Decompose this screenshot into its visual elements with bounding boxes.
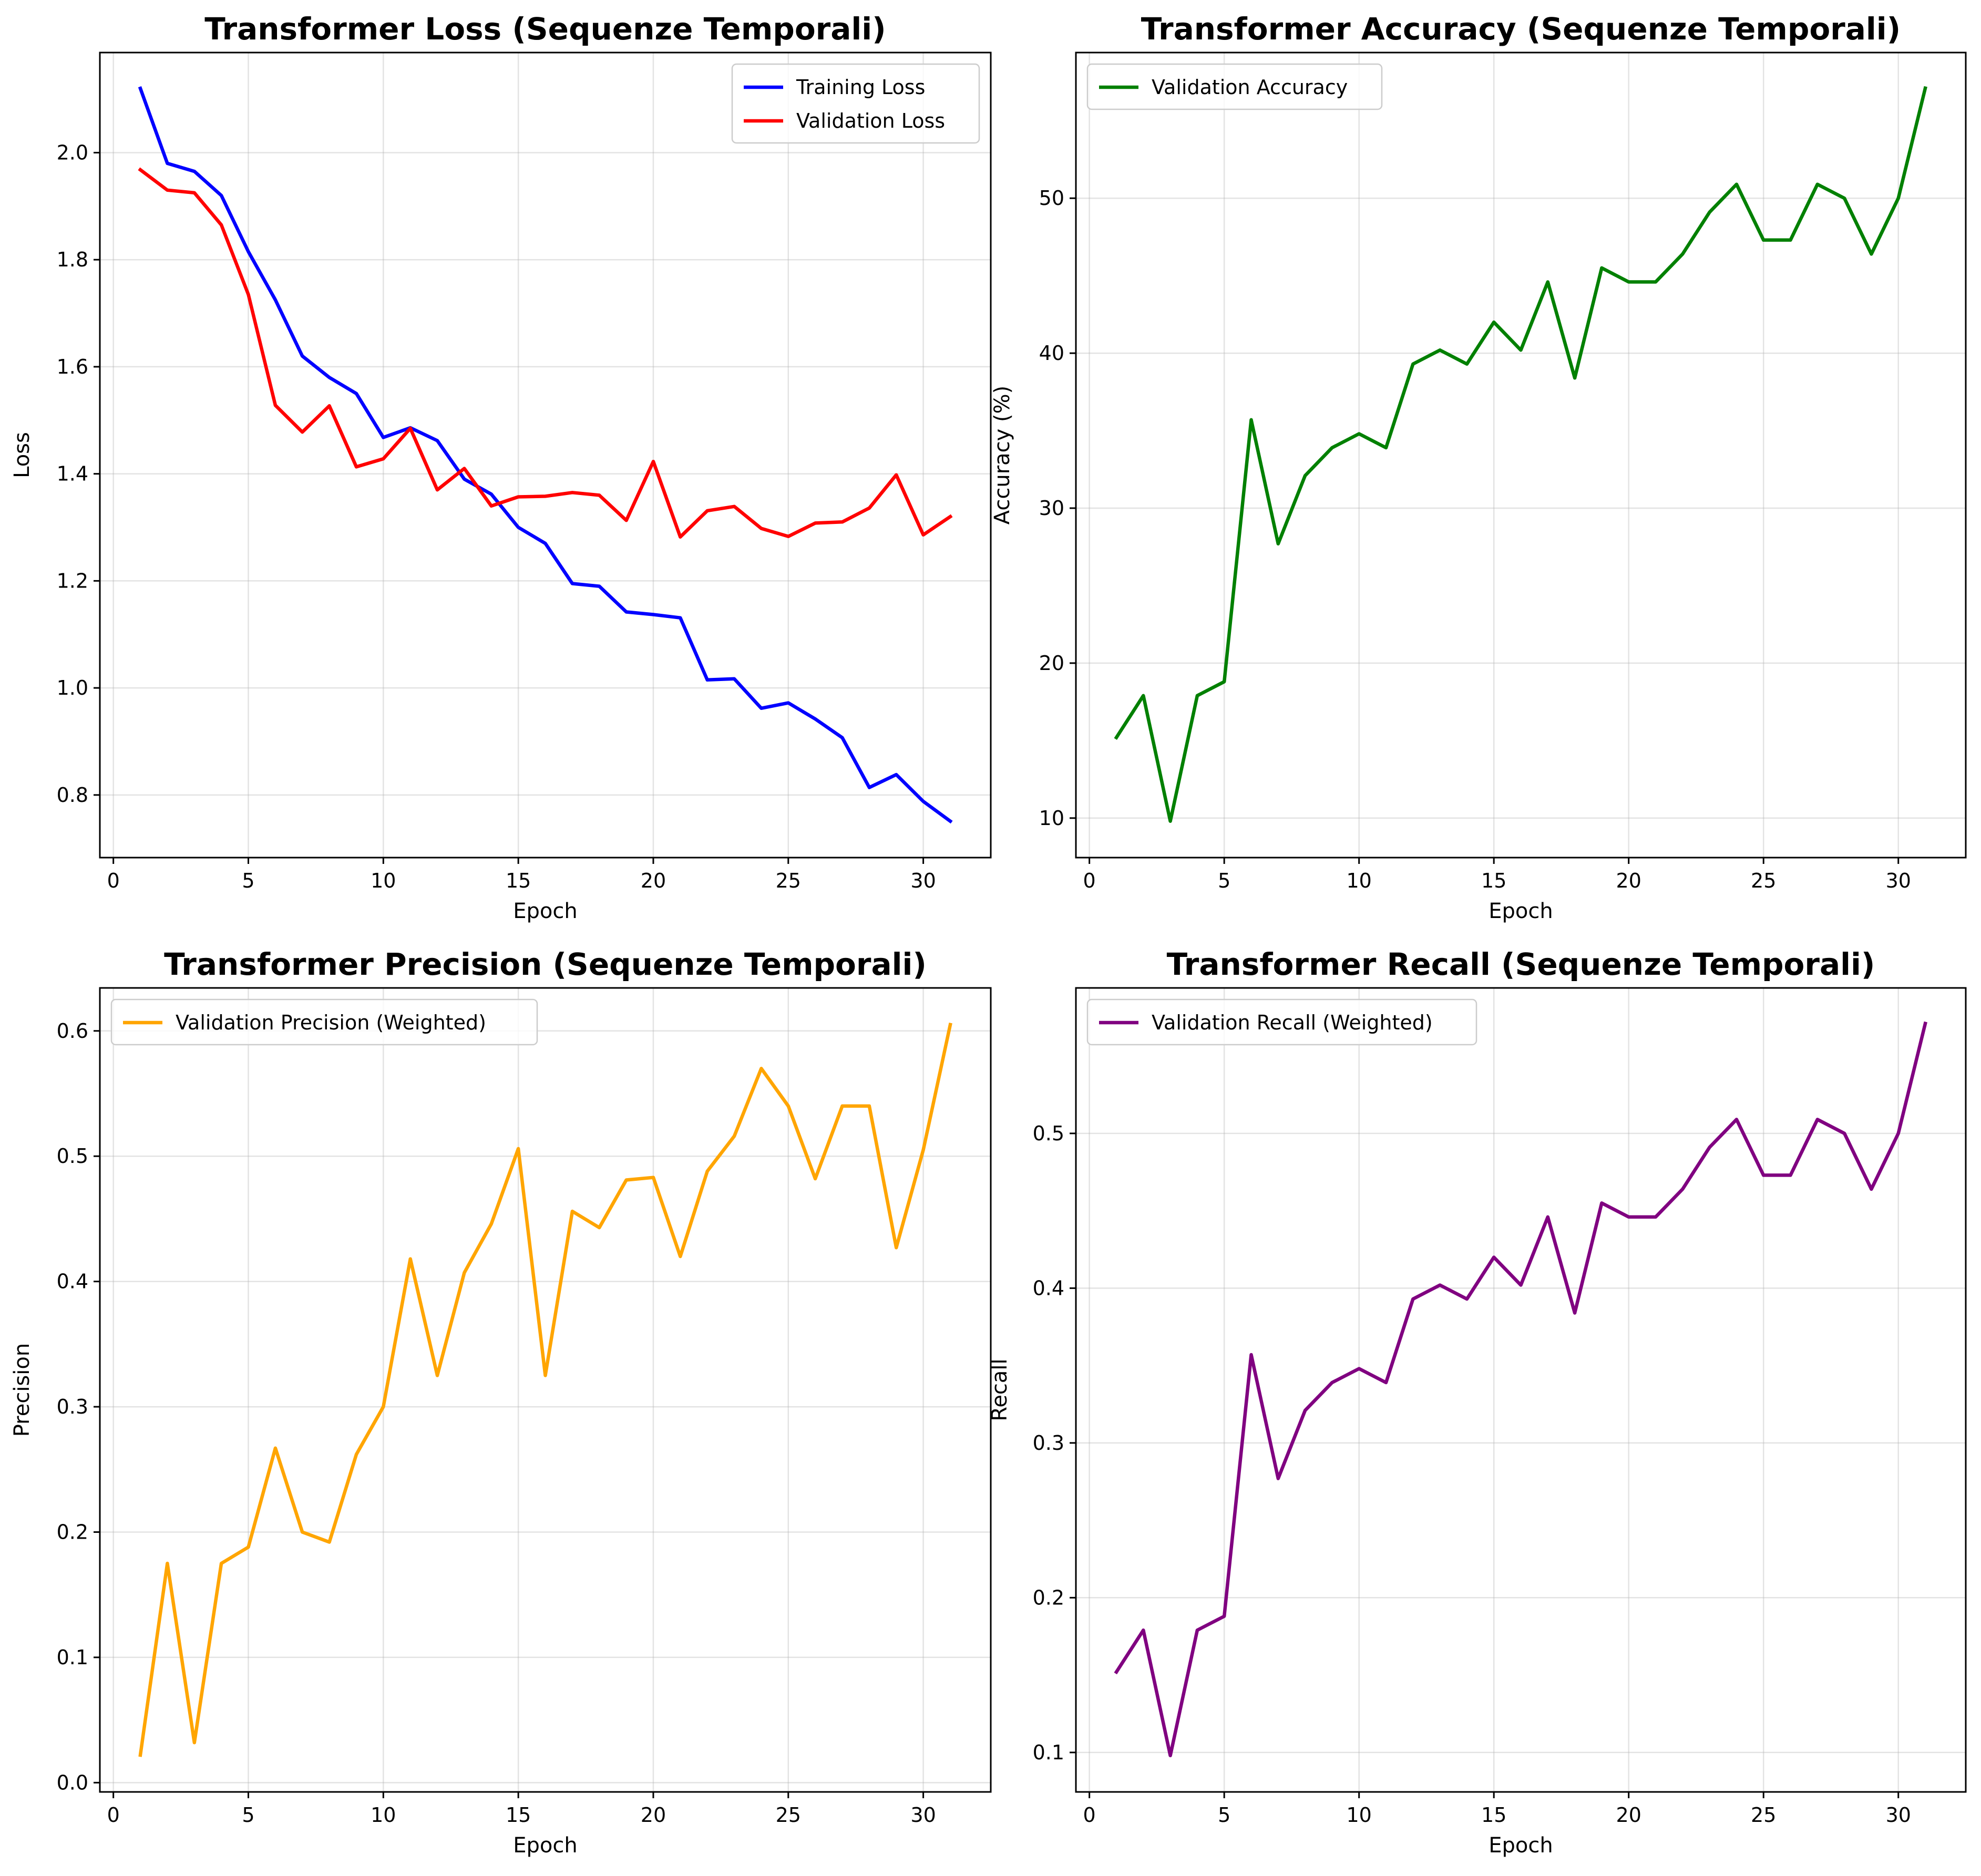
y-tick-label: 0.2	[1033, 1586, 1064, 1609]
x-tick-label: 25	[1751, 1803, 1776, 1827]
legend-box	[731, 63, 980, 144]
series-line-1	[138, 1023, 952, 1757]
plot-frame	[1075, 987, 1967, 1793]
x-tick-label: 15	[1481, 1803, 1506, 1827]
chart-title: Transformer Accuracy (Sequenze Temporali…	[1141, 11, 1901, 47]
chart-loss: 0 5 10 15 20 25 30 0.8 1.0 1.2 1.4 1.6 1.8 2.0 Transfo…	[10, 11, 992, 923]
chart-title: Transformer Precision (Sequenze Temporal…	[164, 946, 927, 982]
x-tick-label: 10	[1347, 869, 1372, 892]
chart-title: Transformer Recall (Sequenze Temporali)	[1167, 946, 1875, 982]
legend-box	[110, 998, 538, 1046]
y-tick-label: 2.0	[57, 141, 88, 164]
x-tick-label: 20	[641, 869, 666, 892]
legend-label: Validation Precision (Weighted)	[176, 1011, 486, 1034]
y-axis-label: Accuracy (%)	[990, 386, 1014, 525]
legend-box	[1086, 998, 1477, 1046]
legend: Validation Recall (Weighted)	[1086, 998, 1477, 1046]
x-tick-label: 10	[371, 869, 396, 892]
y-tick-label: 20	[1039, 652, 1064, 675]
x-tick-label: 15	[506, 1803, 531, 1827]
y-tick-label: 0.4	[1033, 1276, 1064, 1300]
y-tick-label: 0.1	[1033, 1741, 1064, 1764]
y-axis-label: Loss	[10, 432, 34, 478]
x-tick-label: 0	[107, 869, 120, 892]
plot-frame	[99, 987, 992, 1793]
x-tick-label: 15	[506, 869, 531, 892]
y-tick-label: 0.1	[57, 1646, 88, 1669]
y-tick-label: 0.8	[57, 784, 88, 807]
chart-accuracy: 0 5 10 15 20 25 30 10 20 30 40 50 Transformer Accura…	[990, 11, 1967, 923]
y-tick-label: 0.5	[1033, 1122, 1064, 1145]
y-tick-label: 1.4	[57, 462, 88, 486]
y-tick-label: 0.5	[57, 1145, 88, 1168]
legend-label: Training Loss	[796, 76, 925, 99]
x-tick-label: 0	[1083, 869, 1096, 892]
y-tick-label: 50	[1039, 187, 1064, 210]
series-line-1	[138, 86, 953, 824]
legend-label: Validation Loss	[796, 109, 945, 132]
x-axis-label: Epoch	[513, 1833, 577, 1858]
x-axis-label: Epoch	[1489, 1833, 1553, 1858]
series-line-1	[1114, 86, 1927, 823]
x-tick-label: 5	[242, 869, 254, 892]
y-tick-label: 40	[1039, 342, 1064, 365]
y-tick-label: 0.6	[57, 1019, 88, 1043]
x-tick-label: 25	[776, 1803, 801, 1827]
legend-box	[1086, 63, 1383, 110]
plot-frame	[1075, 51, 1967, 859]
legend: Validation Accuracy	[1086, 63, 1383, 110]
x-tick-label: 30	[1886, 869, 1911, 892]
y-tick-label: 10	[1039, 807, 1064, 830]
x-tick-label: 5	[242, 1803, 254, 1827]
x-tick-label: 20	[641, 1803, 666, 1827]
x-tick-label: 5	[1218, 869, 1230, 892]
y-tick-label: 0.3	[1033, 1431, 1064, 1455]
x-tick-label: 20	[1616, 869, 1641, 892]
y-tick-label: 1.8	[57, 248, 88, 271]
series-line-2	[138, 167, 953, 539]
legend-label: Validation Recall (Weighted)	[1152, 1011, 1433, 1034]
y-axis-label: Precision	[10, 1343, 34, 1437]
plot-frame	[99, 51, 992, 859]
x-tick-label: 30	[1886, 1803, 1911, 1827]
y-tick-label: 0.4	[57, 1270, 88, 1293]
y-axis-label: Recall	[988, 1358, 1012, 1421]
x-tick-label: 5	[1218, 1803, 1230, 1827]
x-tick-label: 0	[1083, 1803, 1096, 1827]
chart-title: Transformer Loss (Sequenze Temporali)	[204, 11, 886, 47]
y-tick-label: 1.6	[57, 355, 88, 378]
x-tick-label: 30	[910, 869, 936, 892]
y-tick-label: 30	[1039, 497, 1064, 520]
series-line-1	[1114, 1021, 1927, 1758]
y-tick-label: 1.2	[57, 569, 88, 592]
x-tick-label: 15	[1481, 869, 1506, 892]
y-tick-label: 0.0	[57, 1771, 88, 1794]
x-axis-label: Epoch	[1489, 899, 1553, 923]
y-tick-label: 0.3	[57, 1395, 88, 1418]
y-tick-label: 0.2	[57, 1520, 88, 1543]
legend: Training Loss Validation Loss	[731, 63, 980, 144]
x-tick-label: 10	[371, 1803, 396, 1827]
x-tick-label: 30	[910, 1803, 936, 1827]
x-tick-label: 0	[107, 1803, 120, 1827]
x-axis-label: Epoch	[513, 899, 577, 923]
chart-recall: 0 5 10 15 20 25 30 0.1 0.2 0.3 0.4 0.5 Transformer R…	[988, 946, 1967, 1858]
y-tick-label: 1.0	[57, 676, 88, 699]
x-tick-label: 25	[776, 869, 801, 892]
x-tick-label: 25	[1751, 869, 1776, 892]
x-tick-label: 20	[1616, 1803, 1641, 1827]
x-tick-label: 10	[1347, 1803, 1372, 1827]
legend: Validation Precision (Weighted)	[110, 998, 538, 1046]
legend-label: Validation Accuracy	[1152, 76, 1348, 99]
chart-precision: 0 5 10 15 20 25 30 0.0 0.1 0.2 0.3 0.4 0.5 0.6 Transfo…	[10, 946, 992, 1858]
